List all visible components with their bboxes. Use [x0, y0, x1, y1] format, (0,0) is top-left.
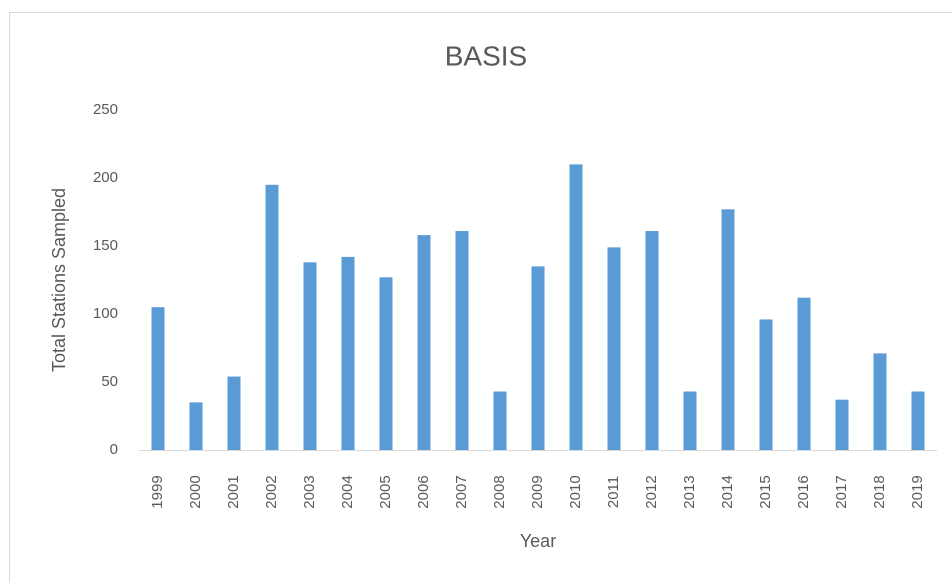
x-axis-label: Year [520, 531, 556, 551]
bar [265, 184, 279, 451]
x-tick-label: 2002 [263, 475, 280, 508]
bar [189, 402, 203, 450]
x-tick-label: 2006 [415, 475, 432, 508]
bar [341, 256, 355, 450]
chart-border [9, 12, 952, 583]
x-tick-label: 2001 [225, 475, 242, 508]
x-tick-label: 2005 [377, 475, 394, 508]
chart-title: BASIS [445, 40, 527, 71]
bar [417, 235, 431, 450]
bar [455, 231, 469, 450]
x-tick-label: 2012 [643, 475, 660, 508]
bar [721, 209, 735, 450]
x-tick-label: 2016 [795, 475, 812, 508]
x-tick-label: 2009 [529, 475, 546, 508]
y-tick-label: 200 [93, 169, 118, 186]
y-axis-label: Total Stations Sampled [49, 188, 69, 372]
bar [645, 231, 659, 450]
bar [531, 266, 545, 450]
x-tick-label: 2013 [681, 475, 698, 508]
bar [873, 353, 887, 450]
x-tick-label: 2007 [453, 475, 470, 508]
x-tick-label: 2015 [757, 475, 774, 508]
bar [227, 376, 241, 450]
bar [569, 164, 583, 450]
y-tick-label: 250 [93, 101, 118, 118]
x-tick-label: 2004 [339, 475, 356, 508]
x-tick-label: 2018 [871, 475, 888, 508]
y-tick-label: 150 [93, 237, 118, 254]
x-tick-label: 2014 [719, 475, 736, 508]
bar [683, 391, 697, 450]
bar [835, 399, 849, 450]
bar [493, 391, 507, 450]
bar [151, 307, 165, 450]
x-tick-label: 2008 [491, 475, 508, 508]
bar [303, 262, 317, 450]
y-tick-label: 100 [93, 305, 118, 322]
bar [797, 297, 811, 450]
x-tick-label: 2011 [605, 476, 622, 508]
x-tick-label: 2003 [301, 475, 318, 508]
x-tick-label: 1999 [149, 475, 166, 508]
x-tick-label: 2017 [833, 475, 850, 508]
x-tick-label: 2019 [909, 475, 926, 508]
y-tick-label: 50 [101, 373, 118, 390]
x-tick-label: 2000 [187, 475, 204, 508]
bar [607, 247, 621, 450]
y-tick-label: 0 [110, 441, 118, 458]
x-tick-label: 2010 [567, 475, 584, 508]
bar [379, 277, 393, 450]
bar [911, 391, 925, 450]
bar [759, 319, 773, 450]
